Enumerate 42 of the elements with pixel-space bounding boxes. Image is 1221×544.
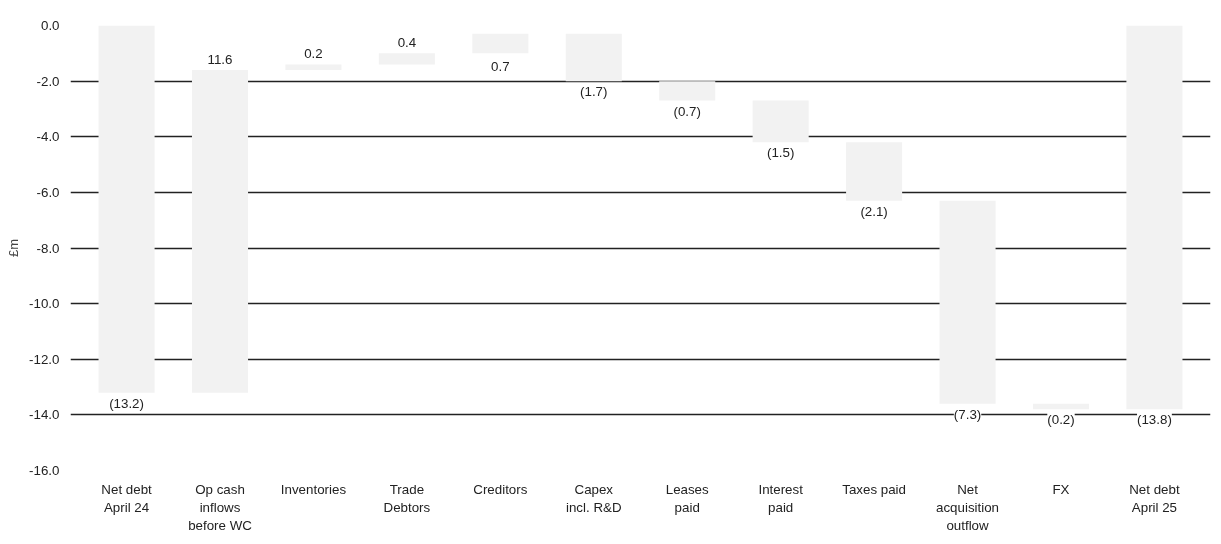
data-label: 0.4 (397, 35, 417, 51)
y-tick-label: -6.0 (36, 184, 60, 200)
y-tick-label: -10.0 (29, 296, 60, 312)
bar (659, 81, 716, 101)
data-label: (0.7) (673, 103, 701, 119)
data-label: (13.2) (109, 395, 144, 411)
data-label: 0.7 (491, 59, 510, 75)
data-label: 0.2 (304, 46, 323, 62)
bar (752, 100, 809, 143)
data-label: (1.5) (766, 145, 795, 161)
y-tick-label: -16.0 (29, 463, 60, 478)
data-label: (13.8) (1137, 412, 1172, 428)
x-tick-label: FX (1052, 481, 1070, 497)
x-tick-label: Creditors (473, 481, 528, 497)
data-label: (0.2) (1047, 412, 1075, 428)
y-tick-label: -14.0 (29, 407, 60, 423)
y-tick-label: -8.0 (36, 240, 60, 256)
y-axis-title: £m (6, 238, 22, 258)
data-label: (7.3) (953, 406, 982, 422)
x-tick-label: Net debt April 24 (101, 481, 153, 515)
bar (191, 70, 249, 393)
data-label: (2.1) (860, 203, 888, 219)
y-tick-label: -12.0 (29, 351, 60, 367)
y-tick-label: 0.0 (40, 18, 60, 33)
data-label: 11.6 (207, 52, 233, 67)
x-tick-label: Capex incl. R&D (566, 481, 622, 515)
x-tick-label: Inventories (280, 481, 347, 497)
x-tick-label: Net acquisition outflow (936, 481, 1000, 533)
bar (939, 200, 996, 404)
y-tick-label: -4.0 (36, 129, 60, 145)
bar (98, 25, 155, 393)
x-tick-label: Leases paid (665, 481, 710, 515)
x-tick-label: Op cash inflows before WC (188, 481, 253, 533)
bar (565, 33, 622, 82)
data-label: (1.7) (580, 84, 608, 100)
y-tick-label: -2.0 (36, 73, 60, 89)
x-tick-label: Net debt April 25 (1129, 481, 1180, 515)
x-tick-label: Trade Debtors (383, 481, 431, 515)
bar (846, 142, 903, 201)
bar (1126, 25, 1183, 410)
x-tick-label: Taxes paid (842, 481, 906, 497)
x-tick-label: Interest paid (758, 481, 804, 515)
